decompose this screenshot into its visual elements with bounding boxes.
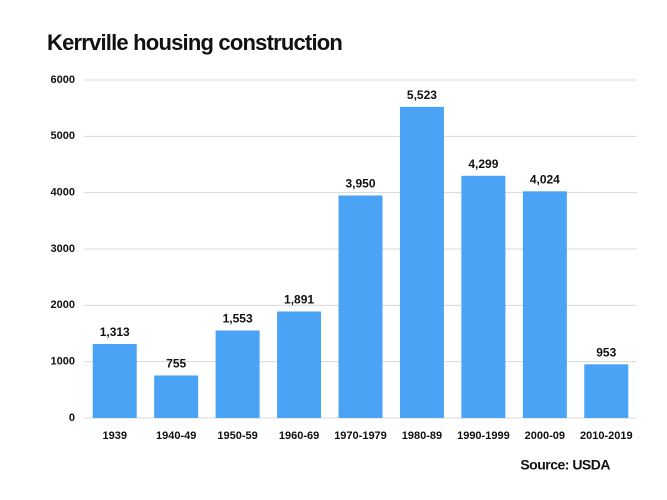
x-tick-label: 2000-09 [525, 430, 565, 442]
bar [584, 364, 629, 418]
bar [461, 175, 506, 418]
x-tick-label: 1950-59 [217, 430, 257, 442]
value-label: 953 [596, 345, 616, 359]
value-label: 1,891 [284, 293, 314, 307]
value-label: 5,523 [407, 88, 437, 102]
x-tick-label: 1939 [102, 430, 126, 442]
x-tick-label: 1970-1979 [334, 430, 387, 442]
value-label: 3,950 [345, 177, 375, 191]
x-tick-label: 1960-69 [279, 430, 319, 442]
bar [215, 330, 260, 418]
y-tick-label: 5000 [51, 130, 75, 142]
x-tick-label: 1940-49 [156, 430, 196, 442]
value-label: 1,313 [100, 325, 130, 339]
bar [399, 106, 444, 418]
source-note: Source: USDA [520, 457, 610, 473]
bar [338, 195, 383, 418]
value-label: 1,553 [223, 312, 253, 326]
value-label: 4,299 [468, 157, 498, 171]
bar [154, 375, 199, 418]
y-tick-label: 1000 [51, 356, 75, 368]
bar [277, 311, 322, 418]
y-tick-label: 0 [69, 412, 75, 424]
y-tick-label: 3000 [51, 243, 75, 255]
bar [522, 191, 567, 418]
value-label: 755 [166, 357, 186, 371]
y-tick-label: 4000 [51, 187, 75, 199]
x-tick-label: 1980-89 [402, 430, 442, 442]
chart-title: Kerrville housing construction [47, 30, 342, 55]
x-tick-label: 1990-1999 [457, 430, 510, 442]
value-label: 4,024 [530, 172, 560, 186]
y-tick-label: 2000 [51, 299, 75, 311]
bar [92, 344, 137, 418]
y-tick-label: 6000 [51, 74, 75, 86]
x-tick-label: 2010-2019 [580, 430, 633, 442]
